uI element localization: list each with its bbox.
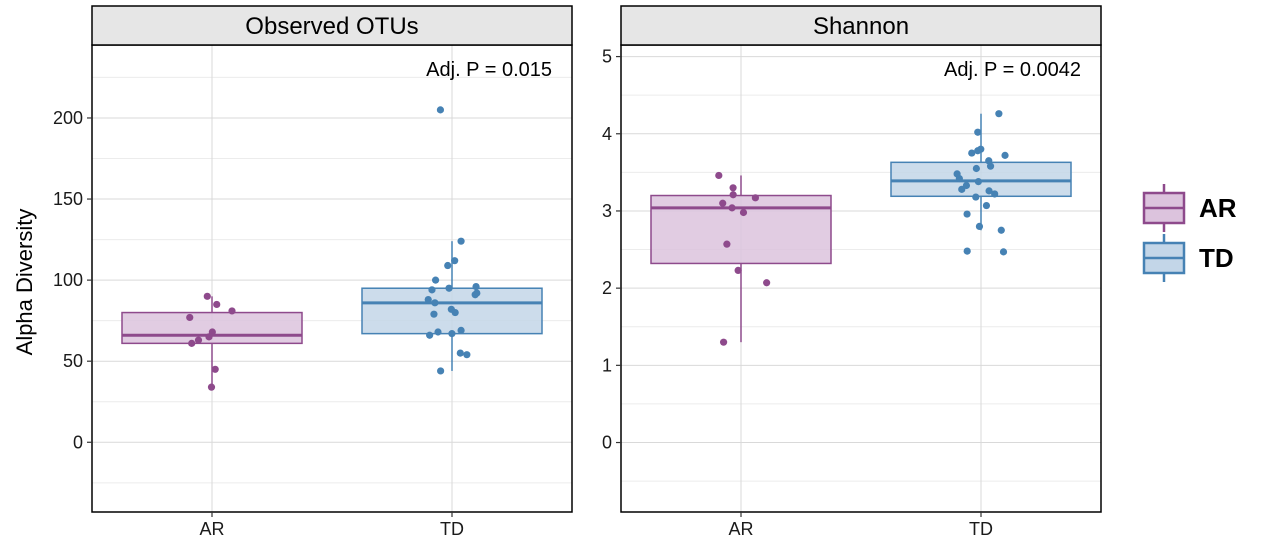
data-point <box>715 171 723 180</box>
data-point <box>436 106 445 114</box>
x-tick-label: AR <box>199 519 224 539</box>
data-point <box>426 331 434 339</box>
data-point <box>456 349 464 357</box>
y-tick-label: 50 <box>63 351 83 371</box>
data-point <box>999 248 1008 256</box>
p-value-annotation: Adj. P = 0.015 <box>426 59 552 81</box>
data-point <box>974 178 982 186</box>
data-point <box>457 237 465 245</box>
data-point <box>194 336 203 344</box>
data-point <box>963 247 971 255</box>
legend-label: AR <box>1199 193 1237 223</box>
y-tick-label: 0 <box>602 433 612 453</box>
data-point <box>995 110 1003 118</box>
data-point <box>444 261 452 270</box>
data-point <box>963 210 971 218</box>
box-td <box>361 106 543 375</box>
panel-title: Shannon <box>813 13 909 40</box>
data-point <box>424 295 432 304</box>
data-point <box>997 226 1005 234</box>
y-tick-label: 5 <box>602 47 612 67</box>
data-point <box>447 305 455 313</box>
data-point <box>982 201 991 210</box>
p-value-annotation: Adj. P = 0.0042 <box>944 59 1081 81</box>
data-point <box>719 338 728 346</box>
box-ar <box>650 171 832 346</box>
legend-entry-td: TD <box>1142 234 1234 282</box>
data-point <box>986 162 995 170</box>
data-point <box>953 170 961 178</box>
data-point <box>977 145 985 153</box>
data-point <box>213 300 221 309</box>
panel-background <box>92 45 572 512</box>
data-point <box>763 279 771 287</box>
panel-1: Observed OTUs Adj. P = 0.015 0 50 100 150 200 A… <box>53 5 573 539</box>
panel-strip <box>620 5 1102 46</box>
legend-label: TD <box>1199 243 1234 273</box>
data-point <box>985 157 993 165</box>
data-point <box>975 222 984 230</box>
y-tick-label: 4 <box>602 124 612 144</box>
data-point <box>228 307 236 315</box>
box-iqr <box>890 161 1072 198</box>
data-point <box>451 257 459 265</box>
data-point <box>972 164 980 173</box>
data-point <box>457 326 465 334</box>
data-point <box>991 190 999 198</box>
data-point <box>186 313 194 322</box>
box-td <box>890 110 1072 256</box>
data-point <box>208 328 216 336</box>
panel-2: Shannon Adj. P = 0.0042 0 1 2 3 4 5 AR TD <box>602 5 1102 539</box>
panel-title: Observed OTUs <box>245 13 418 40</box>
legend: AR TD <box>1142 184 1237 282</box>
panel-strip <box>91 5 573 46</box>
data-point <box>473 289 481 297</box>
data-point <box>430 310 438 318</box>
data-point <box>729 191 737 199</box>
data-point <box>985 187 993 195</box>
y-axis-label: Alpha Diversity <box>12 209 37 356</box>
data-point <box>428 286 436 294</box>
data-point <box>207 383 216 391</box>
data-point <box>1001 151 1009 159</box>
x-tick-label: TD <box>440 519 464 539</box>
legend-entry-ar: AR <box>1142 184 1237 232</box>
data-point <box>734 266 742 274</box>
data-point <box>729 184 737 192</box>
y-tick-label: 1 <box>602 355 612 375</box>
data-point <box>719 199 727 207</box>
data-point <box>968 149 976 157</box>
data-point <box>463 351 471 359</box>
y-tick-label: 2 <box>602 278 612 298</box>
data-point <box>974 128 982 136</box>
data-point <box>723 240 731 248</box>
y-tick-label: 100 <box>53 270 83 290</box>
data-point <box>751 194 760 202</box>
data-point <box>972 193 980 201</box>
data-point <box>728 204 736 212</box>
y-tick-label: 150 <box>53 189 83 209</box>
data-point <box>739 208 748 217</box>
x-tick-label: TD <box>969 519 993 539</box>
data-point <box>188 339 196 347</box>
data-point <box>472 283 480 291</box>
data-point <box>431 299 439 307</box>
data-point <box>437 367 445 375</box>
box-iqr <box>650 194 832 265</box>
data-point <box>434 328 442 336</box>
data-point <box>448 330 456 338</box>
y-tick-label: 0 <box>73 432 83 452</box>
data-point <box>445 284 453 292</box>
x-tick-label: AR <box>728 519 753 539</box>
data-point <box>962 181 971 190</box>
data-point <box>431 276 440 284</box>
data-point <box>203 292 211 300</box>
data-point <box>211 365 219 373</box>
box-ar <box>121 292 303 391</box>
y-tick-label: 3 <box>602 201 612 221</box>
y-tick-label: 200 <box>53 108 83 128</box>
panel-background <box>621 45 1101 512</box>
